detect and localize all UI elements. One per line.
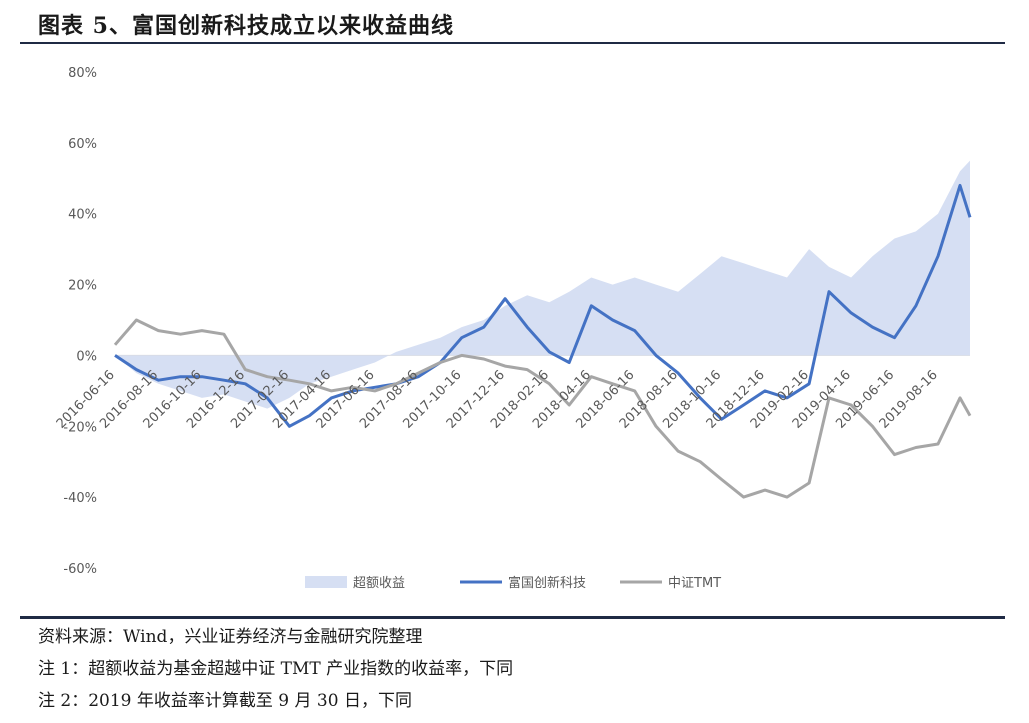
y-tick-label: 40% <box>68 208 97 223</box>
y-tick-label: -60% <box>63 562 97 577</box>
x-axis: 2016-06-162016-08-162016-10-162016-12-16… <box>54 368 941 432</box>
footnote-1: 注 1：超额收益为基金超越中证 TMT 产业指数的收益率，下同 <box>38 659 514 679</box>
chart-title: 图表 5、富国创新科技成立以来收益曲线 <box>38 13 454 39</box>
y-tick-label: 80% <box>68 66 97 81</box>
y-tick-label: 60% <box>68 137 97 152</box>
series-lines-layer <box>113 183 972 499</box>
y-tick-label: -20% <box>63 420 97 435</box>
footnote-2: 注 2：2019 年收益率计算截至 9 月 30 日，下同 <box>38 691 412 711</box>
top-rule <box>20 42 1005 44</box>
tmt-index-line <box>113 318 972 499</box>
fund-return-line <box>114 183 972 428</box>
excess-return-area <box>115 160 970 409</box>
line-chart: 80% 60% 40% 20% 0% -20% -40% -60% 2016-06-16201… <box>54 66 972 591</box>
legend-label: 超额收益 <box>353 576 405 591</box>
legend-label: 富国创新科技 <box>508 575 586 591</box>
y-tick-label: 20% <box>68 279 97 294</box>
y-tick-label: -40% <box>63 491 97 506</box>
legend: 超额收益 富国创新科技 中证TMT <box>305 575 721 591</box>
legend-label: 中证TMT <box>668 576 721 591</box>
excess-return-area-layer <box>115 160 970 409</box>
bottom-rule <box>20 616 1005 619</box>
source-note: 资料来源：Wind，兴业证券经济与金融研究院整理 <box>38 627 423 647</box>
legend-swatch-area <box>305 576 347 588</box>
y-tick-label: 0% <box>76 349 97 364</box>
